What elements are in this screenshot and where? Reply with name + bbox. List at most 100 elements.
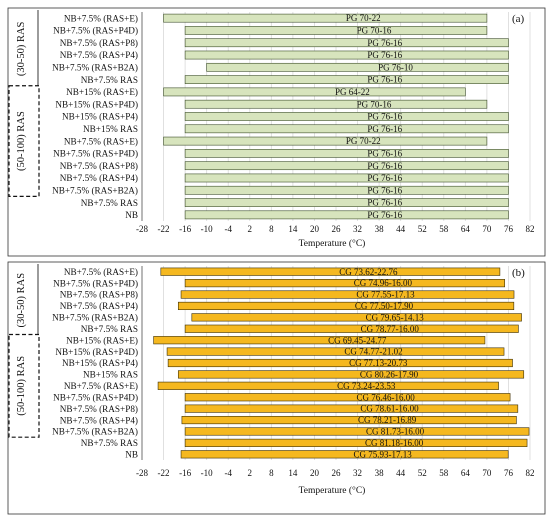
category-label: NB+7.5% (RAS+P8) xyxy=(60,290,138,300)
bar-data-label: PG 70-16 xyxy=(357,26,392,36)
bar-data-label: CG 78.21-16.89 xyxy=(358,415,417,425)
category-label: NB+7.5% (RAS+P8) xyxy=(60,161,138,171)
category-label: NB+15% (RAS+P4D) xyxy=(55,347,138,357)
x-tick-label: 32 xyxy=(353,468,362,478)
bar-data-label: PG 76-16 xyxy=(367,112,402,122)
x-tick-label: 76 xyxy=(504,468,514,478)
bar-data-label: CG 74.77-21.02 xyxy=(344,347,402,357)
bar xyxy=(184,161,509,171)
bar-data-label: PG 64-22 xyxy=(335,87,370,97)
category-label: NB+7.5% (RAS+E) xyxy=(64,381,138,391)
bar xyxy=(184,210,509,220)
x-tick-label: -10 xyxy=(201,224,213,234)
bar xyxy=(166,347,505,356)
bar xyxy=(163,136,488,146)
category-label: NB+15% (RAS+P4) xyxy=(62,112,138,122)
bar xyxy=(177,370,525,379)
bar xyxy=(184,324,519,333)
bar-data-label: CG 77.55-17.13 xyxy=(356,290,415,300)
x-tick-label: 8 xyxy=(269,468,274,478)
bar xyxy=(184,50,509,60)
x-tick-label: -16 xyxy=(179,224,191,234)
x-tick-label: 20 xyxy=(310,468,320,478)
bar xyxy=(163,13,488,23)
bar xyxy=(180,290,515,299)
category-label: NB+7.5% (RAS+E) xyxy=(64,267,138,277)
x-tick-label: 52 xyxy=(418,224,427,234)
x-tick-label: 82 xyxy=(526,224,535,234)
bar xyxy=(184,112,509,121)
category-label: NB+7.5% (RAS+E) xyxy=(64,13,138,23)
x-tick-label: 8 xyxy=(269,224,274,234)
x-tick-label: 20 xyxy=(310,224,320,234)
panel-label: (b) xyxy=(512,267,525,279)
category-label: NB+15% (RAS+P4D) xyxy=(55,99,138,109)
bar-data-label: CG 78.77-16.00 xyxy=(361,324,420,334)
x-tick-label: 58 xyxy=(439,468,449,478)
chart-panel-b: NB+7.5% (RAS+E) CG 73.62-22.76 NB+7.5% (RA… xyxy=(7,261,546,515)
category-label: NB+7.5% (RAS+P4) xyxy=(60,301,138,311)
group-label: (30-50) RAS xyxy=(16,273,27,328)
bar-data-label: PG 76-16 xyxy=(367,198,402,208)
panel-frame xyxy=(7,7,546,257)
category-label: NB+7.5% RAS xyxy=(81,75,138,85)
category-label: NB+7.5% (RAS+E) xyxy=(64,136,138,146)
x-tick-label: 38 xyxy=(375,468,385,478)
bar-data-label: CG 73.24-23.53 xyxy=(337,381,396,391)
group-dashed-box xyxy=(8,85,40,198)
bar xyxy=(184,149,509,158)
x-tick-label: -22 xyxy=(158,224,170,234)
panel-frame xyxy=(7,261,546,515)
bar-data-label: PG 70-22 xyxy=(346,136,381,146)
bar xyxy=(153,336,486,345)
x-tick-label: 44 xyxy=(396,224,406,234)
x-tick-label: 82 xyxy=(526,468,535,478)
category-label: NB+7.5% (RAS+P4) xyxy=(60,50,138,60)
bar-data-label: PG 76-16 xyxy=(367,185,402,195)
bar xyxy=(184,26,488,35)
x-tick-label: 70 xyxy=(482,468,492,478)
bar-data-label: CG 79.65-14.13 xyxy=(366,312,425,322)
bar xyxy=(184,393,511,402)
category-label: NB+7.5% (RAS+P8) xyxy=(60,404,138,414)
x-tick-label: 70 xyxy=(482,224,492,234)
category-label: NB+7.5% (RAS+P4) xyxy=(60,415,138,425)
x-tick-label: 2 xyxy=(248,468,253,478)
category-label: NB+7.5% (RAS+B2A) xyxy=(52,427,138,437)
bar xyxy=(184,99,488,109)
x-tick-label: 32 xyxy=(353,224,362,234)
x-tick-label: -28 xyxy=(136,224,148,234)
bar-data-label: CG 74.96-16.00 xyxy=(354,278,413,288)
bar xyxy=(191,313,522,322)
category-label: NB xyxy=(125,210,138,220)
bar xyxy=(184,279,506,288)
chart-panel-a: NB+7.5% (RAS+E) PG 70-22 NB+7.5% (RAS+P4D)… xyxy=(7,7,546,257)
x-tick-label: 14 xyxy=(288,224,298,234)
x-tick-label: 38 xyxy=(375,224,385,234)
category-label: NB+15% RAS xyxy=(83,370,138,380)
group-dashed-box xyxy=(8,333,40,438)
category-label: NB+7.5% RAS xyxy=(81,438,138,448)
bar-data-label: CG 76.46-16.00 xyxy=(356,392,415,402)
bar-data-label: PG 76-16 xyxy=(367,38,402,48)
bar xyxy=(184,173,509,183)
bar-data-label: PG 70-22 xyxy=(346,13,381,23)
bar-data-label: PG 76-16 xyxy=(367,148,402,158)
category-label: NB+7.5% (RAS+P4D) xyxy=(53,149,138,159)
x-tick-label: -4 xyxy=(224,468,232,478)
bar-data-label: PG 76-16 xyxy=(367,210,402,220)
bar xyxy=(184,185,509,195)
bar-data-label: PG 70-16 xyxy=(357,99,392,109)
x-tick-label: -16 xyxy=(179,468,191,478)
x-tick-label: 52 xyxy=(418,468,427,478)
x-tick-label: -28 xyxy=(136,468,148,478)
category-label: NB+15% (RAS+E) xyxy=(66,87,138,97)
x-tick-label: 76 xyxy=(504,224,514,234)
x-tick-label: 26 xyxy=(332,224,342,234)
bar xyxy=(163,87,466,97)
bar-data-label: PG 76-16 xyxy=(367,124,402,134)
bar-data-label: CG 77.13-20.73 xyxy=(349,358,408,368)
x-axis-title: Temperature (°C) xyxy=(299,238,366,249)
bar xyxy=(184,404,519,413)
